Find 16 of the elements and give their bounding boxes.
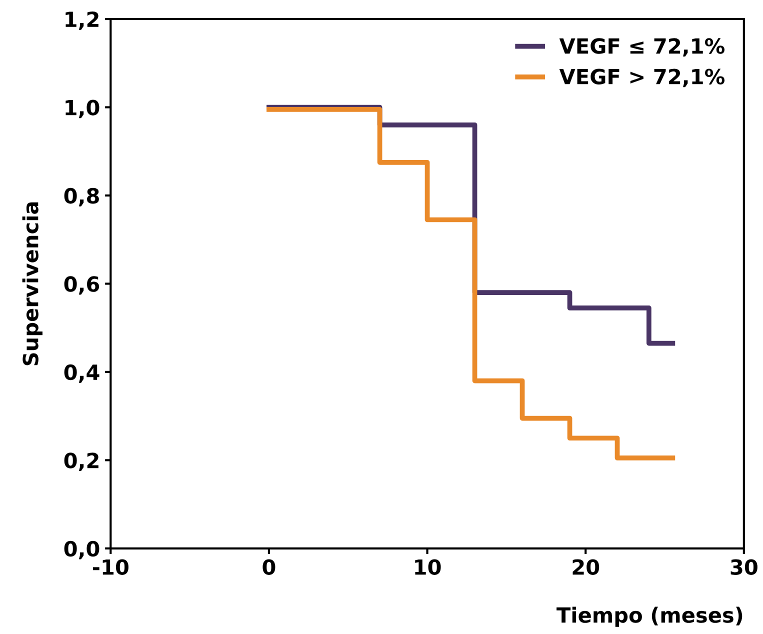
y-axis-title: Supervivencia xyxy=(22,202,42,366)
x-tick-label: 10 xyxy=(415,559,441,575)
x-axis-title: Tiempo (meses) xyxy=(556,606,742,627)
x-tick-label: 0 xyxy=(262,559,276,575)
y-tick-label: 1,2 xyxy=(66,11,98,30)
y-tick-label: 0,2 xyxy=(64,452,98,472)
x-tick-label: -10 xyxy=(92,559,128,575)
y-tick-label: 0,4 xyxy=(64,364,100,383)
x-tick-label: 20 xyxy=(572,559,600,575)
legend-label: VEGF > 72,1% xyxy=(559,68,725,88)
legend-label: VEGF ≤ 72,1% xyxy=(559,38,725,57)
y-tick-label: 0,6 xyxy=(64,276,100,295)
y-tick-label: 0,0 xyxy=(64,540,100,560)
y-tick-label: 1,0 xyxy=(66,100,100,118)
y-tick-label: 0,8 xyxy=(64,188,99,206)
x-tick-label: 30 xyxy=(730,559,758,575)
